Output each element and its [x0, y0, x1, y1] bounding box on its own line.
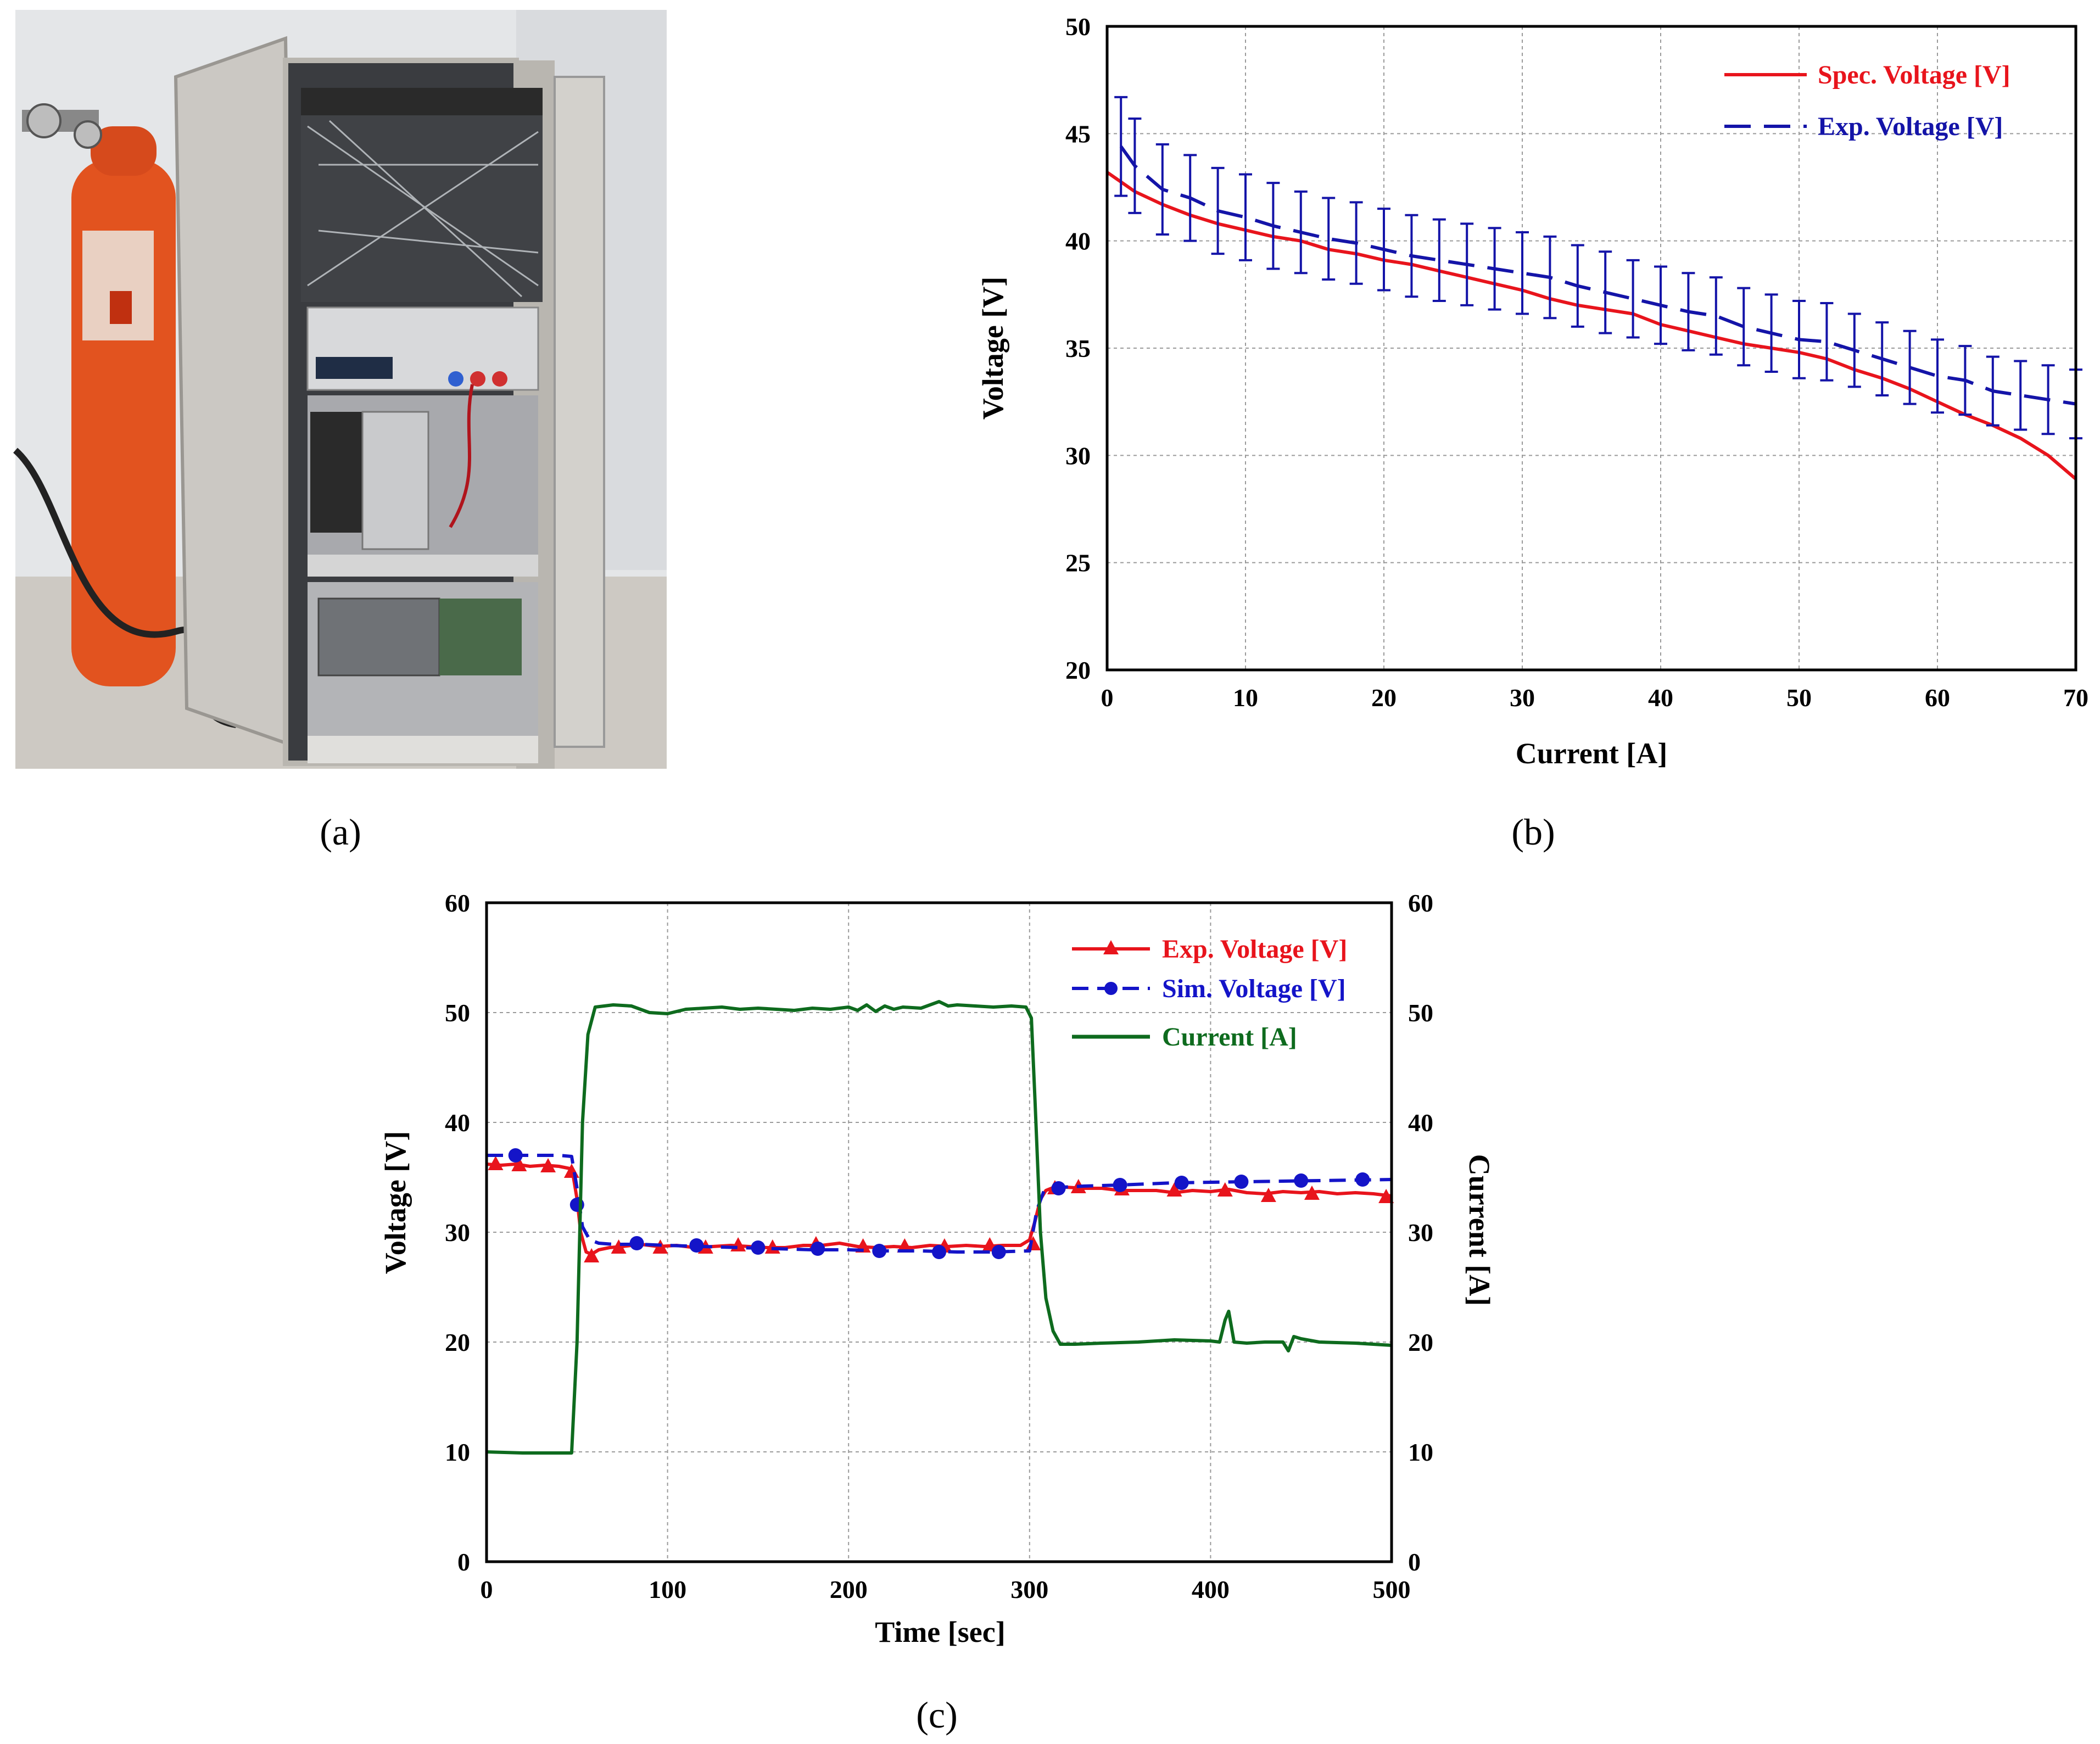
legend-label-spec-voltage: Spec. Voltage [V] — [1818, 60, 2010, 90]
circle-marker — [932, 1245, 946, 1259]
chart-b-voltage-vs-current: 0 10 20 30 40 50 60 70 20 25 30 35 40 45 50 Current [A… — [976, 13, 2088, 770]
triangle-marker — [1025, 1236, 1041, 1250]
chart-c-voltage-current-vs-time: 0 100 200 300 400 500010203040506001020304050… — [379, 889, 1496, 1648]
x-tick-label: 30 — [1510, 684, 1535, 712]
y-tick-label: 45 — [1065, 120, 1091, 148]
triangle-marker — [540, 1158, 556, 1172]
x-tick-label: 20 — [1371, 684, 1397, 712]
legend-circle-marker-icon — [1104, 982, 1118, 995]
caption-c: (c) — [916, 1694, 957, 1736]
y-tick-label: 40 — [1065, 227, 1091, 255]
x-tick-label: 0 — [1101, 684, 1114, 712]
y-tick-label: 10 — [445, 1438, 470, 1466]
circle-marker — [1174, 1176, 1189, 1190]
chart-c-xlabel: Time [sec] — [875, 1616, 1005, 1648]
y-tick-label: 30 — [445, 1218, 470, 1246]
legend-label-exp-voltage: Exp. Voltage [V] — [1818, 112, 2003, 141]
circle-marker — [1113, 1178, 1127, 1192]
y2-tick-label: 40 — [1408, 1109, 1433, 1137]
y-tick-label: 40 — [445, 1109, 470, 1137]
y-tick-label: 30 — [1065, 441, 1091, 469]
triangle-marker — [1304, 1186, 1320, 1200]
chart-b-series — [1106, 96, 2082, 480]
series-line-1 — [487, 1154, 1392, 1254]
y2-tick-label: 10 — [1408, 1438, 1433, 1466]
legend-label-current: Current [A] — [1162, 1022, 1297, 1052]
circle-marker — [991, 1245, 1006, 1259]
series-line-1 — [1119, 146, 2076, 406]
triangle-marker — [1217, 1182, 1233, 1197]
chart-c-frame — [485, 901, 1393, 1563]
chart-b-xlabel: Current [A] — [1516, 737, 1667, 770]
chart-c-series — [486, 1000, 1394, 1455]
circle-marker — [1051, 1181, 1066, 1195]
circle-marker — [689, 1238, 704, 1253]
y-tick-label: 0 — [457, 1548, 470, 1576]
x-tick-label: 40 — [1648, 684, 1673, 712]
x-tick-label: 300 — [1010, 1575, 1048, 1603]
x-tick-label: 100 — [649, 1575, 686, 1603]
y-tick-label: 50 — [445, 999, 470, 1027]
x-tick-label: 50 — [1786, 684, 1812, 712]
chart-c-y2label: Current [A] — [1463, 1154, 1496, 1306]
triangle-marker — [1260, 1188, 1276, 1202]
y-tick-label: 25 — [1065, 549, 1091, 577]
chart-b-ylabel: Voltage [V] — [976, 277, 1009, 420]
caption-a: (a) — [320, 811, 361, 853]
caption-b: (b) — [1511, 811, 1555, 853]
chart-c-ylabel: Voltage [V] — [379, 1131, 412, 1274]
y-tick-label: 35 — [1065, 334, 1091, 362]
triangle-marker — [897, 1238, 913, 1253]
triangle-marker — [611, 1239, 627, 1254]
y-tick-label: 20 — [1065, 656, 1091, 684]
triangle-marker — [563, 1164, 579, 1178]
test-cabinet-icon — [174, 36, 605, 769]
chart-b-frame — [1105, 25, 2077, 672]
y-tick-label: 20 — [445, 1328, 470, 1356]
chart-c-legend: Exp. Voltage [V] Sim. Voltage [V] Curren… — [1072, 935, 1347, 1052]
x-tick-label: 70 — [2063, 684, 2088, 712]
triangle-marker — [488, 1156, 504, 1170]
y2-tick-label: 50 — [1408, 999, 1433, 1027]
circle-marker — [811, 1242, 825, 1256]
legend-triangle-marker-icon — [1103, 940, 1119, 954]
test-rig-photo — [13, 10, 667, 769]
triangle-marker — [1166, 1182, 1182, 1197]
y2-tick-label: 0 — [1408, 1548, 1421, 1576]
y-tick-label: 50 — [1065, 13, 1091, 41]
y-tick-label: 60 — [445, 889, 470, 917]
chart-b-grid — [1107, 26, 2076, 670]
x-tick-label: 500 — [1373, 1575, 1411, 1603]
circle-marker — [751, 1240, 766, 1255]
series-line-0 — [1106, 171, 2077, 480]
legend-label-exp-voltage-c: Exp. Voltage [V] — [1162, 935, 1347, 964]
x-tick-label: 400 — [1192, 1575, 1230, 1603]
triangle-marker — [511, 1157, 527, 1171]
series-line-0 — [486, 1162, 1392, 1256]
circle-marker — [1355, 1172, 1370, 1187]
chart-b-legend: Spec. Voltage [V] Exp. Voltage [V] — [1724, 60, 2010, 141]
x-tick-label: 10 — [1233, 684, 1258, 712]
triangle-marker — [584, 1248, 600, 1262]
x-tick-label: 0 — [481, 1575, 493, 1603]
chart-c-ticks: 0 100 200 300 400 500010203040506001020304050… — [445, 889, 1433, 1603]
y2-tick-label: 30 — [1408, 1218, 1433, 1246]
circle-marker — [872, 1244, 887, 1258]
series-line-2 — [486, 1000, 1392, 1455]
triangle-marker — [1378, 1189, 1394, 1203]
x-tick-label: 200 — [830, 1575, 868, 1603]
gas-cylinder-icon — [22, 103, 176, 686]
circle-marker — [629, 1236, 644, 1250]
y2-tick-label: 20 — [1408, 1328, 1433, 1356]
legend-label-sim-voltage: Sim. Voltage [V] — [1162, 974, 1346, 1003]
x-tick-label: 60 — [1925, 684, 1950, 712]
chart-b-ticks: 0 10 20 30 40 50 60 70 20 25 30 35 40 45 50 — [1065, 13, 2088, 712]
circle-marker — [1294, 1173, 1309, 1188]
y2-tick-label: 60 — [1408, 889, 1433, 917]
circle-marker — [508, 1148, 523, 1162]
circle-marker — [1234, 1175, 1249, 1189]
